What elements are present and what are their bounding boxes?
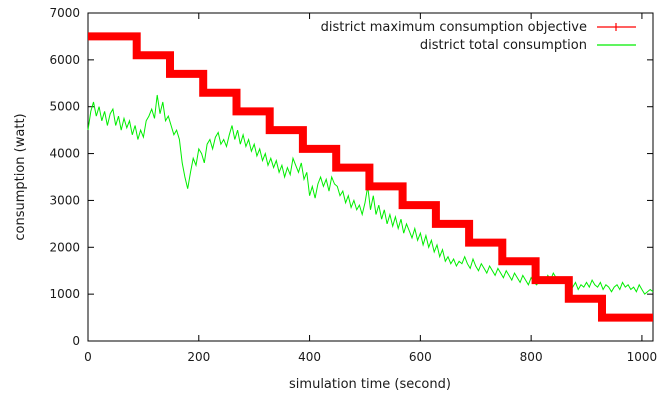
x-tick-label: 400 xyxy=(298,350,321,364)
y-tick-label: 4000 xyxy=(49,147,80,161)
x-axis-label: simulation time (second) xyxy=(289,377,451,392)
legend: district maximum consumption objective d… xyxy=(321,20,636,53)
series-total-consumption xyxy=(87,94,654,295)
legend-label-objective: district maximum consumption objective xyxy=(321,20,587,35)
total-consumption-line xyxy=(87,94,654,295)
series-maximum-consumption-objective xyxy=(88,32,653,322)
y-tick-label: 1000 xyxy=(49,287,80,301)
x-tick-label: 200 xyxy=(187,350,210,364)
plot-border xyxy=(87,12,654,342)
axis-ticks: 0 200 400 600 800 1000 0 1000 2000 3000 4000 5000 60… xyxy=(49,6,657,364)
plot-frame xyxy=(87,12,654,342)
y-tick-label: 5000 xyxy=(49,100,80,114)
y-tick-label: 6000 xyxy=(49,53,80,67)
y-tick-label: 7000 xyxy=(49,6,80,20)
x-tick-label: 600 xyxy=(409,350,432,364)
y-axis-label: consumption (watt) xyxy=(13,113,28,240)
x-tick-label: 0 xyxy=(84,350,92,364)
y-tick-label: 0 xyxy=(72,334,80,348)
legend-label-total: district total consumption xyxy=(420,38,587,53)
y-tick-label: 3000 xyxy=(49,193,80,207)
y-tick-label: 2000 xyxy=(49,240,80,254)
x-tick-label: 800 xyxy=(520,350,543,364)
x-tick-label: 1000 xyxy=(627,350,658,364)
